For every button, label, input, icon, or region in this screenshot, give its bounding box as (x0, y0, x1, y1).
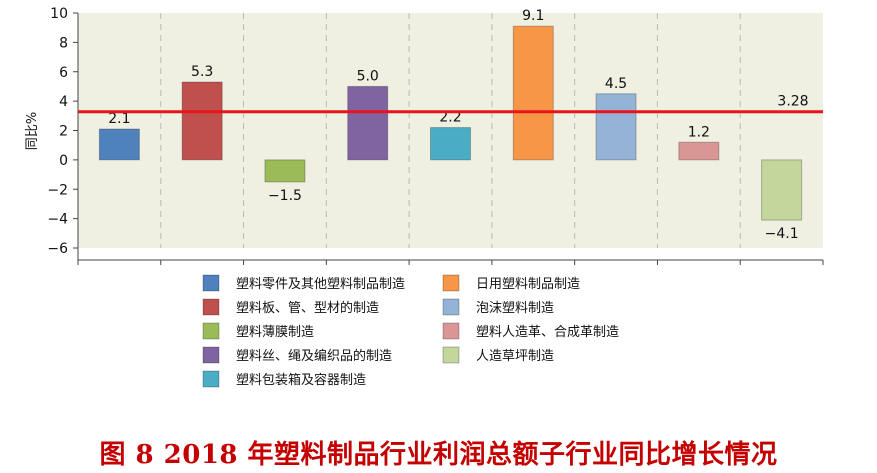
bar-value-label: 1.2 (688, 124, 710, 140)
y-tick-label: 10 (50, 6, 68, 22)
figure-caption: 图 8 2018 年塑料制品行业利润总额子行业同比增长情况 (99, 440, 778, 470)
bar (430, 127, 471, 161)
legend-label: 日用塑料制品制造 (476, 277, 580, 292)
y-tick-label: 2 (59, 124, 68, 140)
bar (761, 159, 803, 221)
y-axis-title: 同比% (25, 112, 40, 150)
y-tick-label: 4 (59, 94, 68, 110)
bar (512, 25, 554, 161)
bar-value-label: −1.5 (268, 188, 302, 204)
legend-swatch (442, 298, 460, 316)
legend-label: 塑料丝、绳及编织品的制造 (236, 348, 392, 364)
bar-value-label: 5.3 (191, 64, 213, 80)
legend-label: 塑料薄膜制造 (236, 325, 314, 340)
legend-swatch (202, 322, 220, 340)
bar-value-label: −4.1 (765, 226, 799, 242)
legend-swatch (202, 346, 220, 364)
y-tick-label: −2 (47, 182, 68, 198)
legend-swatch (202, 370, 220, 388)
legend-swatch (442, 274, 460, 292)
y-tick-label: −6 (47, 241, 68, 257)
legend-swatch (202, 274, 220, 292)
bar-value-label: 4.5 (605, 76, 627, 92)
legend-swatch (202, 298, 220, 316)
bar-value-label: 2.1 (108, 111, 130, 127)
bar (98, 128, 140, 161)
bar-value-label: 5.0 (357, 68, 379, 84)
y-tick-label: 0 (59, 153, 68, 169)
bar (347, 85, 389, 161)
legend-label: 塑料人造革、合成革制造 (476, 325, 619, 340)
bar (595, 93, 637, 161)
bar (181, 81, 223, 161)
bar (264, 159, 306, 183)
legend-label: 泡沫塑料制造 (476, 301, 554, 316)
legend-label: 塑料零件及其他塑料制品制造 (236, 277, 405, 292)
y-tick-label: 8 (59, 35, 68, 51)
legend-label: 人造草坪制造 (476, 349, 554, 364)
y-tick-label: 6 (59, 65, 68, 81)
bar-value-label: 2.2 (439, 110, 461, 126)
bar (678, 141, 720, 161)
legend-label: 塑料板、管、型材的制造 (236, 300, 379, 316)
reference-line-label: 3.28 (777, 94, 808, 110)
y-tick-label: −4 (47, 212, 68, 228)
legend-swatch (442, 346, 460, 364)
legend-swatch (442, 322, 460, 340)
legend-label: 塑料包装箱及容器制造 (236, 372, 366, 388)
bar-value-label: 9.1 (522, 8, 544, 24)
bar-chart: −6 −4 −2 0 2 4 6 8 10 同比% 2.1 5.3 −1.5 5.0 2.2 9.1 4.5 1.… (25, 6, 824, 388)
